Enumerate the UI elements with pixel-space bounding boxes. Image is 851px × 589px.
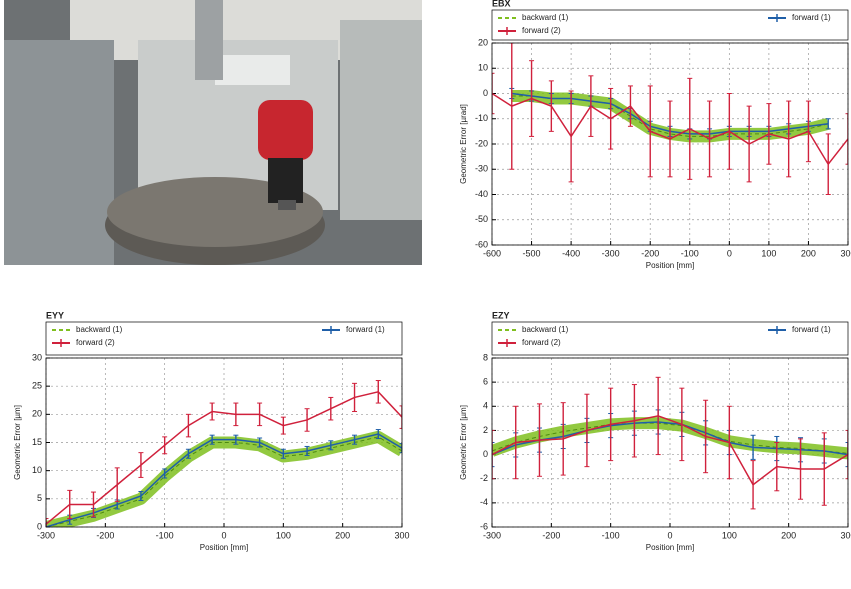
x-tick-label: -600 [483,248,501,258]
plot-area [46,380,402,527]
y-tick-label: -10 [475,113,488,123]
line [492,422,848,454]
legend-box [491,9,849,41]
y-tick-label: 10 [478,63,488,73]
legend-label: backward (1) [522,325,569,334]
y-tick-label: 10 [32,465,42,475]
y-tick-label: 25 [32,381,42,391]
line [492,421,848,456]
plot-frame [491,42,849,246]
x-tick-label: -200 [542,530,560,540]
x-tick-label: 0 [727,248,732,258]
plot-area [492,376,848,510]
x-tick-label: 200 [801,248,816,258]
y-axis-label: Geometric Error [µm] [459,405,468,480]
legend-box [45,321,403,356]
y-tick-label: 20 [32,409,42,419]
legend-label: backward (1) [522,13,569,22]
y-tick-label: 0 [37,521,42,531]
line [46,390,402,525]
x-tick-label: -500 [523,248,541,258]
x-tick-label: -100 [602,530,620,540]
legend-box [491,321,849,356]
x-tick-label: 100 [761,248,776,258]
x-tick-label: -100 [681,248,699,258]
y-tick-label: -40 [475,189,488,199]
x-tick-label: -100 [156,530,174,540]
y-tick-label: -50 [475,214,488,224]
chart-title: EYY [46,310,64,320]
x-tick-label: 200 [335,530,350,540]
legend-label: forward (1) [792,13,831,22]
line [46,436,402,527]
x-tick-label: 300 [394,530,409,540]
y-tick-label: -4 [480,497,488,507]
x-tick-label: 0 [221,530,226,540]
x-tick-label: -400 [562,248,580,258]
x-axis-label: Position [mm] [646,261,694,270]
x-axis-label: Position [mm] [200,543,248,552]
x-tick-label: -200 [641,248,659,258]
line [492,415,848,486]
y-tick-label: -20 [475,138,488,148]
legend-label: backward (1) [76,325,123,334]
y-tick-label: 0 [483,88,488,98]
plot-area [492,43,848,195]
line [46,433,402,527]
y-tick-label: -2 [480,473,488,483]
x-tick-label: 300 [840,248,851,258]
x-tick-label: -300 [602,248,620,258]
chart-title: EBX [492,0,511,8]
x-tick-label: -300 [483,530,501,540]
legend-label: forward (2) [522,338,561,347]
y-tick-label: 4 [483,401,488,411]
legend-label: forward (1) [792,325,831,334]
x-tick-label: 200 [781,530,796,540]
y-tick-label: -6 [480,521,488,531]
x-tick-label: 100 [722,530,737,540]
y-tick-label: 8 [483,352,488,362]
x-axis-label: Position [mm] [646,543,694,552]
y-tick-label: 15 [32,437,42,447]
legend-label: forward (2) [522,26,561,35]
legend-label: forward (1) [346,325,385,334]
y-tick-label: 5 [37,493,42,503]
y-axis-label: Geometric Error [µrad] [459,104,468,184]
x-tick-label: 300 [840,530,851,540]
y-tick-label: 20 [478,37,488,47]
x-tick-label: 100 [276,530,291,540]
legend-label: forward (2) [76,338,115,347]
x-tick-label: 0 [667,530,672,540]
y-tick-label: -60 [475,239,488,249]
plot-frame [491,357,849,528]
machine-photo [4,0,422,265]
y-tick-label: 6 [483,377,488,387]
chart-title: EZY [492,310,510,320]
x-tick-label: -300 [37,530,55,540]
x-tick-label: -200 [96,530,114,540]
y-tick-label: -30 [475,164,488,174]
y-axis-label: Geometric Error [µm] [13,405,22,480]
y-tick-label: 2 [483,425,488,435]
y-tick-label: 30 [32,352,42,362]
plot-frame [45,357,403,528]
y-tick-label: 0 [483,449,488,459]
